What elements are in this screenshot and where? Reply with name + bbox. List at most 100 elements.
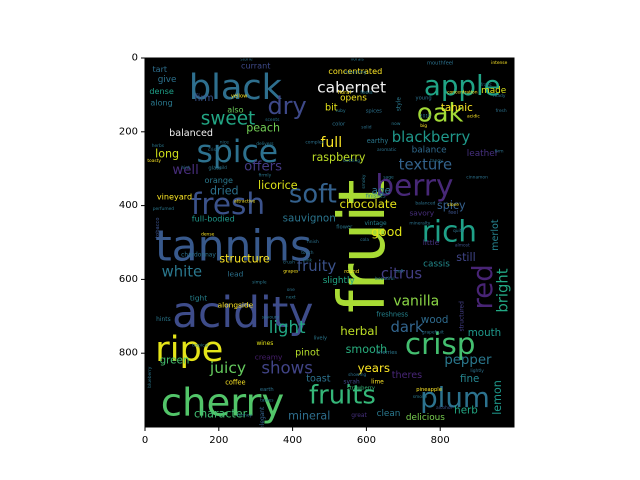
plot-background [145, 58, 514, 427]
word-sage: sage [383, 175, 394, 180]
word-floral: floral [338, 90, 351, 96]
word-tannic: tannic [441, 102, 473, 114]
word-stone: stone [240, 56, 252, 62]
word-citrus: citrus [381, 265, 422, 282]
word-lively: lively [313, 335, 327, 341]
word-dense: dense [201, 232, 215, 238]
word-years: years [358, 361, 390, 375]
word-soft: soft [289, 180, 337, 210]
word-next: next [286, 294, 296, 300]
word-smoky: smoky [361, 174, 367, 189]
word-lightly: lightly [470, 368, 484, 374]
word-ruby: ruby [336, 108, 346, 114]
word-yellow: yellow [231, 94, 248, 100]
word-raspberry: raspberry [312, 151, 366, 164]
word-herbal: herbal [340, 324, 378, 338]
word-tangy: tangy [430, 158, 443, 164]
word-offers: offers [244, 159, 282, 174]
word-tight: tight [190, 293, 207, 302]
word-refreshing: refreshing [344, 69, 366, 75]
word-shows: shows [261, 359, 313, 378]
word-merlot: merlot [490, 219, 501, 251]
word-toasty: toasty [147, 158, 161, 164]
word-bit: bit [325, 102, 338, 113]
plot-frame [144, 57, 515, 428]
word-peach: peach [246, 122, 280, 135]
word-cabernet: cabernet [317, 79, 386, 97]
word-fine: fine [460, 373, 479, 385]
word-simple: simple [252, 280, 267, 286]
word-freshness: freshness [376, 311, 408, 319]
word-big: big [420, 123, 427, 129]
word-feels: feels [360, 90, 373, 96]
word-earth: earth [260, 387, 274, 393]
word-opens: opens [340, 94, 367, 104]
word-herb: herb [454, 404, 478, 416]
word-young: young [416, 96, 432, 102]
word-fruit: fruit [325, 179, 400, 313]
word-crisp: crisp [208, 147, 219, 153]
word-dried: dried [210, 184, 239, 197]
word-long: long [155, 147, 179, 160]
word-balanced: balanced [169, 128, 213, 139]
word-concentrated: concentrated [328, 66, 382, 76]
word-feel: feel [448, 210, 458, 216]
word-white: white [162, 264, 203, 281]
word-savoury: savoury [262, 315, 280, 321]
word-color: color [332, 121, 346, 127]
word-firmly: firmly [259, 173, 272, 179]
word-blackberry: blackberry [392, 129, 471, 146]
y-tick-label: 600 [119, 274, 138, 285]
word-toast: toast [306, 374, 331, 385]
word-mouthfeel: mouthfeel [427, 61, 454, 67]
word-tannins: tannins [155, 222, 312, 271]
word-hint: hint [181, 165, 190, 171]
word-money: money [237, 413, 252, 418]
word-berry: berry [375, 168, 453, 202]
word-strawberry: strawberry [347, 385, 375, 391]
word-clove: clove [447, 202, 459, 208]
word-pepper: pepper [444, 353, 492, 368]
word-chocolate: chocolate [340, 197, 397, 211]
word-savory: savory [409, 209, 434, 218]
word-oak: oak [417, 98, 464, 128]
word-2016: 2016 [420, 114, 431, 120]
word-nice: nice [220, 139, 229, 145]
word-ripe: ripe [155, 329, 223, 370]
word-mineralty: mineralty [409, 221, 430, 227]
word-spice: spice [197, 134, 279, 170]
word-smooth: smooth [346, 343, 388, 356]
y-tick-label: 800 [119, 348, 138, 359]
word-clean: clean [377, 409, 401, 419]
word-wild: wild [218, 165, 227, 171]
word-franc: franc [481, 82, 493, 88]
word-smoke: smoke [413, 394, 428, 400]
word-acidic: acidic [467, 114, 480, 120]
word-lead: lead [227, 269, 243, 278]
word-little: little [423, 238, 440, 247]
word-finishes: finishes [366, 193, 386, 199]
word-structured: structured [459, 301, 465, 332]
word-concentration: concentration [447, 90, 478, 96]
word-bottling: bottling [343, 158, 360, 164]
word-well: well [172, 163, 198, 178]
word-cherry: cherry [161, 381, 285, 426]
word-showing: showing [348, 372, 366, 378]
word-pink: pink [303, 258, 313, 264]
word-pineapple: pineapple [416, 387, 442, 393]
word-sweet: sweet [201, 108, 255, 129]
word-firm: firm [495, 149, 504, 155]
word-wines: wines [256, 341, 273, 347]
word-complex: complex [305, 139, 324, 145]
word-texture: texture [399, 157, 452, 174]
y-tick-label: 400 [119, 200, 138, 211]
word-coffee: coffee [225, 379, 245, 387]
word-firm: firm [194, 93, 213, 104]
word-grapes: grapes [283, 269, 299, 275]
word-age: age [372, 185, 391, 197]
word-flower: flower [336, 225, 353, 231]
word-balanced: balanced [415, 200, 435, 206]
word-fresh: fresh [191, 187, 265, 221]
word-syrah: syrah [343, 380, 360, 386]
